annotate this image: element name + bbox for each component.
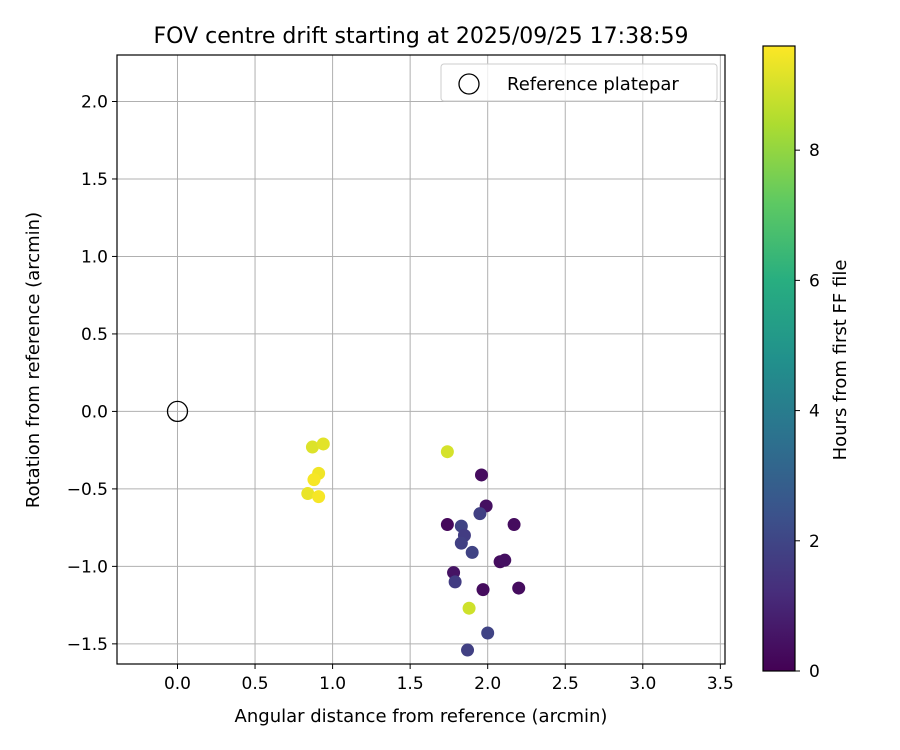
colorbar-tick-label: 2 bbox=[809, 532, 820, 552]
x-tick-label: 0.0 bbox=[164, 674, 191, 694]
colorbar-tick-label: 6 bbox=[809, 271, 820, 291]
data-point bbox=[481, 626, 495, 640]
data-point bbox=[440, 445, 454, 459]
x-axis-label: Angular distance from reference (arcmin) bbox=[235, 706, 608, 727]
y-axis-ticks: −1.5 −1.0 −0.5 0.0 0.5 1.0 1.5 2.0 bbox=[67, 92, 117, 655]
data-point bbox=[461, 643, 475, 657]
y-tick-label: 0.0 bbox=[81, 402, 108, 422]
data-point bbox=[473, 507, 487, 521]
data-point bbox=[476, 583, 490, 597]
colorbar-label: Hours from first FF file bbox=[830, 260, 851, 461]
x-tick-label: 2.0 bbox=[474, 674, 501, 694]
y-tick-label: −0.5 bbox=[67, 480, 108, 500]
data-point bbox=[454, 536, 468, 550]
legend-reference-icon bbox=[458, 73, 480, 95]
reference-marker bbox=[166, 400, 189, 423]
y-tick-label: 1.5 bbox=[81, 170, 108, 190]
y-tick-label: 0.5 bbox=[81, 325, 108, 345]
colorbar-tick-label: 8 bbox=[809, 141, 820, 161]
legend-label: Reference platepar bbox=[507, 74, 679, 95]
x-axis-ticks: 0.0 0.5 1.0 1.5 2.0 2.5 3.0 3.5 bbox=[164, 664, 734, 694]
data-point bbox=[498, 553, 512, 567]
colorbar-tick-label: 4 bbox=[809, 402, 820, 422]
grid-lines bbox=[117, 55, 725, 664]
data-point bbox=[305, 440, 319, 454]
x-tick-label: 1.0 bbox=[319, 674, 346, 694]
y-tick-label: 1.0 bbox=[81, 247, 108, 267]
x-tick-label: 2.5 bbox=[552, 674, 579, 694]
x-tick-label: 3.0 bbox=[629, 674, 656, 694]
data-point bbox=[448, 575, 462, 589]
colorbar-tick-label: 0 bbox=[809, 662, 820, 682]
data-point bbox=[507, 518, 521, 532]
scatter-points bbox=[301, 437, 526, 657]
x-tick-label: 0.5 bbox=[242, 674, 269, 694]
data-point bbox=[512, 581, 526, 595]
data-point bbox=[316, 437, 330, 451]
data-point bbox=[301, 487, 315, 501]
plot-frame bbox=[116, 54, 726, 665]
data-point bbox=[312, 490, 326, 504]
data-point bbox=[474, 468, 488, 482]
y-tick-label: 2.0 bbox=[81, 92, 108, 112]
legend-box bbox=[440, 63, 718, 102]
x-tick-label: 1.5 bbox=[397, 674, 424, 694]
colorbar-gradient bbox=[762, 45, 796, 672]
chart-title: FOV centre drift starting at 2025/09/25 … bbox=[154, 24, 689, 49]
data-point bbox=[307, 473, 321, 487]
data-point bbox=[462, 601, 476, 615]
legend: Reference platepar bbox=[440, 63, 718, 102]
colorbar: 0 2 4 6 8 Hours from first FF file bbox=[762, 45, 851, 682]
data-point bbox=[440, 518, 454, 532]
data-point bbox=[465, 545, 479, 559]
y-tick-label: −1.0 bbox=[67, 557, 108, 577]
colorbar-ticks: 0 2 4 6 8 bbox=[795, 141, 820, 682]
reference-point bbox=[166, 400, 189, 423]
y-tick-label: −1.5 bbox=[67, 635, 108, 655]
y-axis-label: Rotation from reference (arcmin) bbox=[23, 212, 44, 508]
x-tick-label: 3.5 bbox=[707, 674, 734, 694]
